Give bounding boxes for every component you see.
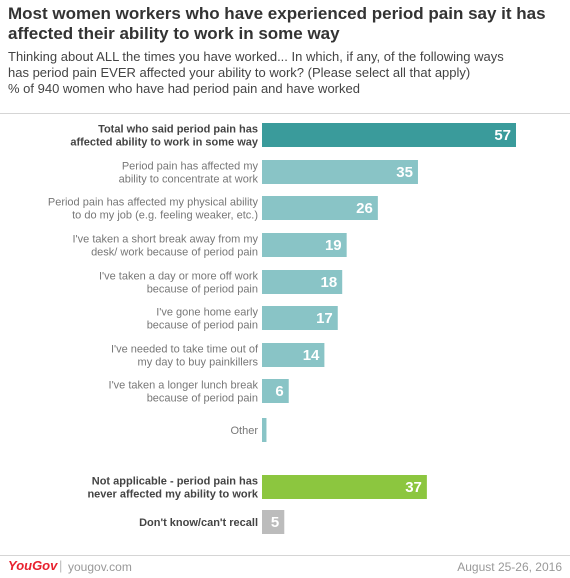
site-link[interactable]: yougov.com: [68, 560, 132, 574]
bar-9: [262, 475, 427, 499]
bar-10: [262, 510, 285, 534]
bar-3: [262, 233, 347, 257]
category-label-1-line-0: Period pain has affected my: [122, 161, 259, 173]
bar-value-label-2: 26: [356, 200, 373, 217]
subtitle-line-3: % of 940 women who have had period pain …: [8, 81, 360, 96]
bar-2: [262, 196, 378, 220]
bar-7: [262, 379, 289, 403]
chart-subtitle: Thinking about ALL the times you have wo…: [8, 49, 563, 97]
bar-6: [262, 343, 325, 367]
category-label-2-line-0: Period pain has affected my physical abi…: [48, 197, 259, 209]
category-label-6-line-0: I've needed to take time out of: [111, 344, 259, 356]
category-label-2-line-1: to do my job (e.g. feeling weaker, etc.): [72, 210, 258, 222]
category-label-5-line-1: because of period pain: [147, 320, 258, 332]
chart-title: Most women workers who have experienced …: [8, 4, 546, 43]
category-label-4-line-0: I've taken a day or more off work: [99, 271, 259, 283]
bar-value-label-0: 57: [494, 127, 511, 144]
bar-0: [262, 123, 516, 147]
footer-divider: [0, 555, 570, 556]
bar-value-label-4: 18: [321, 274, 338, 291]
bar-value-label-7: 6: [275, 383, 283, 400]
subtitle-line-1: Thinking about ALL the times you have wo…: [8, 49, 504, 64]
category-label-9-line-0: Not applicable - period pain has: [92, 476, 258, 488]
category-label-1-line-1: ability to concentrate at work: [119, 174, 259, 186]
category-label-5-line-0: I've gone home early: [156, 307, 258, 319]
header-divider: [0, 113, 570, 114]
footer-separator: |: [59, 558, 63, 573]
category-label-9-line-1: never affected my ability to work: [87, 489, 258, 501]
category-label-8-line-0: Other: [230, 425, 258, 437]
yougov-logo: YouGov: [8, 558, 58, 573]
bar-value-label-9: 37: [405, 479, 422, 496]
bar-value-label-10: 5: [271, 514, 279, 531]
bar-5: [262, 306, 338, 330]
bar-value-label-1: 35: [396, 164, 413, 181]
bar-4: [262, 270, 343, 294]
category-label-6-line-1: my day to buy painkillers: [138, 357, 259, 369]
category-label-10-line-0: Don't know/can't recall: [139, 517, 258, 529]
bar-value-label-8: 1: [253, 422, 261, 439]
category-label-7-line-0: I've taken a longer lunch break: [109, 380, 259, 392]
category-label-3-line-1: desk/ work because of period pain: [91, 247, 258, 259]
category-label-0-line-1: affected ability to work in some way: [70, 137, 259, 149]
category-label-4-line-1: because of period pain: [147, 284, 258, 296]
subtitle-line-2: has period pain EVER affected your abili…: [8, 65, 471, 80]
category-label-0-line-0: Total who said period pain has: [98, 124, 258, 136]
bar-value-label-3: 19: [325, 237, 342, 254]
bar-1: [262, 160, 418, 184]
bar-8: [262, 418, 267, 442]
category-label-7-line-1: because of period pain: [147, 393, 258, 405]
bar-value-label-6: 14: [303, 347, 320, 364]
survey-date: August 25-26, 2016: [457, 560, 562, 574]
category-label-3-line-0: I've taken a short break away from my: [72, 234, 258, 246]
bar-value-label-5: 17: [316, 310, 333, 327]
